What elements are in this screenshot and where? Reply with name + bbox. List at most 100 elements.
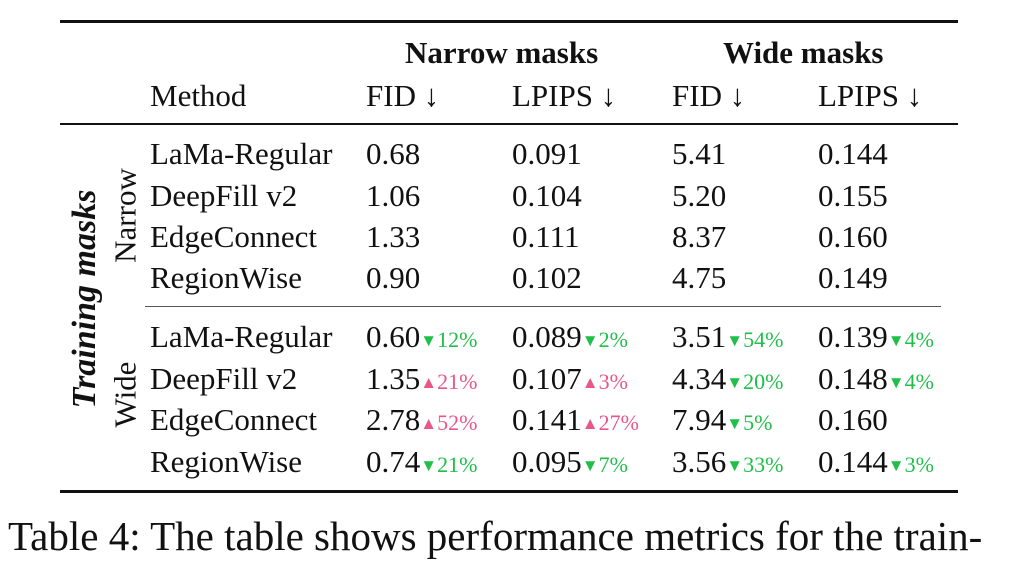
delta-badge: ▼4% — [888, 369, 934, 394]
metric-value: 0.141 — [512, 402, 582, 437]
delta-badge: ▼12% — [420, 327, 477, 352]
metric-value: 0.160 — [818, 219, 888, 254]
delta-percent: 2% — [598, 327, 628, 352]
group-header-wide: Wide masks — [723, 35, 884, 70]
cell-narrow-lpips: 0.091 — [512, 138, 582, 169]
metric-value: 0.139 — [818, 319, 888, 354]
triangle-down-icon: ▼ — [887, 373, 905, 392]
delta-badge: ▼20% — [726, 369, 783, 394]
cell-wide-lpips: 0.144▼3% — [818, 446, 934, 477]
cell-wide-fid: 3.56▼33% — [672, 446, 783, 477]
cell-wide-lpips: 0.160 — [818, 404, 888, 435]
col-header-wide-fid: FID ↓ — [672, 78, 746, 113]
method-name: EdgeConnect — [150, 219, 318, 254]
cell-wide-fid: 4.34▼20% — [672, 363, 783, 394]
cell-wide-fid: 4.75 — [672, 262, 726, 293]
cell-narrow-lpips: 0.141▲27% — [512, 404, 639, 435]
metric-value: 0.149 — [818, 260, 888, 295]
cell-wide-lpips: 0.160 — [818, 221, 888, 252]
metric-value: 0.107 — [512, 361, 582, 396]
col-header-method: Method — [150, 78, 247, 113]
cell-wide-lpips: 0.139▼4% — [818, 321, 934, 352]
cell-wide-lpips: 0.149 — [818, 262, 888, 293]
metric-value: 2.78 — [366, 402, 421, 437]
metric-value: 5.20 — [672, 178, 727, 213]
metric-value: 1.35 — [366, 361, 421, 396]
triangle-up-icon: ▲ — [581, 373, 599, 392]
delta-percent: 21% — [437, 369, 478, 394]
metric-value: 0.160 — [818, 402, 888, 437]
method-name: DeepFill v2 — [150, 178, 298, 213]
triangle-down-icon: ▼ — [887, 456, 905, 475]
metric-value: 0.144 — [818, 136, 888, 171]
col-header-narrow-fid: FID ↓ — [366, 78, 440, 113]
cell-wide-fid: 3.51▼54% — [672, 321, 783, 352]
delta-percent: 5% — [743, 410, 773, 435]
metric-value: 0.155 — [818, 178, 888, 213]
method-name: EdgeConnect — [150, 402, 318, 437]
metric-value: 0.60 — [366, 319, 421, 354]
triangle-down-icon: ▼ — [887, 331, 905, 350]
triangle-down-icon: ▼ — [581, 456, 599, 475]
metric-value: 0.095 — [512, 444, 582, 479]
delta-badge: ▼3% — [888, 452, 934, 477]
delta-badge: ▼21% — [420, 452, 477, 477]
delta-badge: ▼2% — [582, 327, 628, 352]
metric-value: 5.41 — [672, 136, 727, 171]
triangle-up-icon: ▲ — [420, 414, 438, 433]
delta-percent: 4% — [904, 369, 934, 394]
metric-value: 0.091 — [512, 136, 582, 171]
delta-badge: ▲52% — [420, 410, 477, 435]
metric-value: 0.111 — [512, 219, 580, 254]
metric-value: 0.144 — [818, 444, 888, 479]
cell-narrow-fid: 2.78▲52% — [366, 404, 477, 435]
group-header-narrow: Narrow masks — [405, 35, 599, 70]
delta-badge: ▲27% — [582, 410, 639, 435]
metric-value: 3.51 — [672, 319, 727, 354]
cell-narrow-fid: 0.90 — [366, 262, 420, 293]
triangle-down-icon: ▼ — [581, 331, 599, 350]
method-name: DeepFill v2 — [150, 361, 298, 396]
delta-percent: 12% — [437, 327, 478, 352]
method-name: LaMa-Regular — [150, 136, 333, 171]
cell-narrow-fid: 1.06 — [366, 180, 420, 211]
cell-wide-fid: 5.41 — [672, 138, 726, 169]
cell-narrow-lpips: 0.111 — [512, 221, 579, 252]
top-rule — [60, 20, 958, 23]
delta-badge: ▲3% — [582, 369, 628, 394]
metric-value: 0.089 — [512, 319, 582, 354]
header-rule — [60, 123, 958, 125]
delta-badge: ▼4% — [888, 327, 934, 352]
triangle-up-icon: ▲ — [581, 414, 599, 433]
metric-value: 8.37 — [672, 219, 727, 254]
delta-percent: 33% — [743, 452, 784, 477]
metric-value: 1.06 — [366, 178, 421, 213]
section-rule — [145, 306, 941, 307]
delta-badge: ▼5% — [726, 410, 772, 435]
method-name: LaMa-Regular — [150, 319, 333, 354]
metric-value: 4.75 — [672, 260, 727, 295]
delta-badge: ▼54% — [726, 327, 783, 352]
delta-percent: 21% — [437, 452, 478, 477]
triangle-down-icon: ▼ — [726, 414, 744, 433]
cell-narrow-lpips: 0.095▼7% — [512, 446, 628, 477]
delta-percent: 27% — [598, 410, 639, 435]
metric-value: 0.104 — [512, 178, 582, 213]
cell-wide-lpips: 0.155 — [818, 180, 888, 211]
cell-wide-lpips: 0.148▼4% — [818, 363, 934, 394]
delta-badge: ▼33% — [726, 452, 783, 477]
col-header-narrow-lpips: LPIPS ↓ — [512, 78, 617, 113]
delta-badge: ▼7% — [582, 452, 628, 477]
table-caption: Table 4: The table shows performance met… — [8, 513, 983, 559]
metric-value: 7.94 — [672, 402, 727, 437]
delta-percent: 7% — [598, 452, 628, 477]
delta-percent: 52% — [437, 410, 478, 435]
cell-narrow-fid: 0.60▼12% — [366, 321, 477, 352]
triangle-down-icon: ▼ — [726, 331, 744, 350]
cell-narrow-fid: 1.35▲21% — [366, 363, 477, 394]
metric-value: 3.56 — [672, 444, 727, 479]
section-label-narrow: Narrow — [107, 168, 143, 263]
metric-value: 0.102 — [512, 260, 582, 295]
col-header-wide-lpips: LPIPS ↓ — [818, 78, 923, 113]
